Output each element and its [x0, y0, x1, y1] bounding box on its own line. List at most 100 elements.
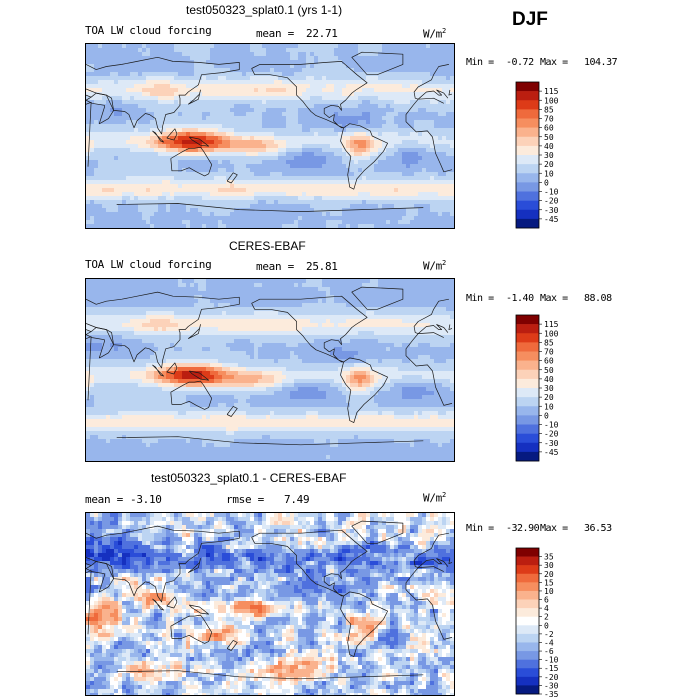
colorbar-box	[516, 218, 539, 229]
panel1-colorbar: 115 100 85 70 60 50 40 30 20 10 0 -10 -20 -30 -45	[515, 81, 576, 229]
colorbar-box	[516, 324, 539, 334]
panel2-max-label: Max =	[540, 293, 568, 304]
colorbar-box	[516, 633, 539, 643]
panel3-map	[85, 512, 455, 696]
panel1-max-value: 104.37	[584, 57, 618, 68]
colorbar-box	[516, 397, 539, 407]
colorbar-tick-label: 0	[544, 621, 549, 630]
colorbar-box	[516, 573, 539, 583]
colorbar-box	[516, 127, 539, 138]
colorbar-tick-label: 70	[544, 115, 554, 124]
map-field-cells	[86, 279, 454, 461]
colorbar-tick-label: -45	[544, 215, 559, 224]
colorbar-tick-label: 10	[544, 587, 554, 596]
colorbar-box	[516, 599, 539, 609]
panel2-mean-value: 25.81	[306, 260, 338, 273]
colorbar-box	[516, 82, 539, 92]
colorbar-tick-label: 2	[544, 613, 549, 622]
colorbar-tick-label: 15	[544, 578, 554, 587]
season-label: DJF	[512, 9, 548, 30]
colorbar-box	[516, 642, 539, 652]
colorbar-tick-label: 100	[544, 329, 559, 338]
colorbar-tick-label: -30	[544, 681, 559, 690]
colorbar-tick-label: 30	[544, 384, 554, 393]
map-field-cells	[86, 513, 454, 695]
panel3-mean-label: mean =	[85, 493, 123, 506]
colorbar-box	[516, 100, 539, 110]
panel1-mean-value: 22.71	[306, 27, 338, 40]
colorbar-box	[516, 351, 539, 361]
colorbar-tick-label: 85	[544, 338, 554, 347]
panel2-min-label: Min =	[466, 293, 494, 304]
colorbar-box	[516, 548, 539, 557]
colorbar-box	[516, 209, 539, 220]
colorbar-tick-label: -35	[544, 690, 559, 699]
colorbar-box	[516, 415, 539, 425]
colorbar-tick-label: 4	[544, 604, 549, 613]
panel1-min-value: -0.72	[506, 57, 534, 68]
colorbar-tick-label: 100	[544, 96, 559, 105]
panel3-min-label: Min =	[466, 523, 494, 534]
colorbar-box	[516, 651, 539, 660]
panel3-mean-value: -3.10	[130, 493, 162, 506]
colorbar-box	[516, 676, 539, 686]
colorbar-tick-label: -2	[544, 630, 554, 639]
colorbar-tick-label: -20	[544, 430, 559, 439]
panel3-colorbar: 35 30 20 15 10 6 4 2 0 -2 -4 -6 -10 -15 -20 -30 -35	[515, 547, 576, 699]
colorbar-box	[516, 608, 539, 618]
panel1-unit: W/m2	[423, 27, 446, 41]
colorbar-box	[516, 685, 539, 695]
panel2-unit: W/m2	[423, 259, 446, 273]
panel2-mean-label: mean =	[256, 260, 294, 273]
colorbar-box	[516, 590, 539, 600]
colorbar-tick-label: -30	[544, 439, 559, 448]
colorbar-tick-label: 85	[544, 105, 554, 114]
map-field-cells	[86, 44, 454, 228]
colorbar-box	[516, 109, 539, 119]
colorbar-tick-label: -10	[544, 656, 559, 665]
colorbar-tick-label: 40	[544, 142, 554, 151]
colorbar-box	[516, 433, 539, 444]
colorbar-tick-label: 115	[544, 87, 559, 96]
colorbar-tick-label: 70	[544, 348, 554, 357]
colorbar-box	[516, 182, 539, 192]
panel3-min-value: -32.90	[506, 523, 540, 534]
colorbar-box	[516, 424, 539, 434]
colorbar-tick-label: -4	[544, 638, 554, 647]
panel1-max-label: Max =	[540, 57, 568, 68]
colorbar-box	[516, 442, 539, 453]
colorbar-tick-label: -45	[544, 448, 559, 457]
colorbar-tick-label: 20	[544, 570, 554, 579]
colorbar-box	[516, 565, 539, 575]
colorbar-box	[516, 191, 539, 201]
panel2-title: CERES-EBAF	[229, 239, 306, 253]
panel2-map	[85, 278, 455, 462]
colorbar-tick-label: -30	[544, 206, 559, 215]
colorbar-tick-label: 35	[544, 553, 554, 562]
panel1-title: test050323_splat0.1 (yrs 1-1)	[186, 3, 343, 17]
colorbar-box	[516, 145, 539, 156]
panel3-rmse-value: 7.49	[284, 493, 310, 506]
coastline-outlines	[86, 286, 453, 446]
colorbar-tick-label: 30	[544, 561, 554, 570]
colorbar-box	[516, 556, 539, 566]
colorbar-tick-label: 50	[544, 133, 554, 142]
colorbar-tick-label: 0	[544, 411, 549, 420]
colorbar-box	[516, 173, 539, 183]
panel1-mean-label: mean =	[256, 27, 294, 40]
panel3-unit: W/m2	[423, 491, 446, 505]
colorbar-tick-label: -20	[544, 673, 559, 682]
panel3-max-label: Max =	[540, 523, 568, 534]
colorbar-box	[516, 360, 539, 371]
panel1-map	[85, 43, 455, 229]
colorbar-tick-label: -10	[544, 188, 559, 197]
colorbar-tick-label: -20	[544, 197, 559, 206]
panel1-min-label: Min =	[466, 57, 494, 68]
colorbar-box	[516, 164, 539, 174]
colorbar-box	[516, 333, 539, 343]
colorbar-box	[516, 155, 539, 165]
colorbar-box	[516, 378, 539, 389]
panel2-colorbar: 115 100 85 70 60 50 40 30 20 10 0 -10 -20 -30 -45	[515, 314, 576, 462]
colorbar-box	[516, 200, 539, 211]
colorbar-tick-label: -6	[544, 647, 554, 656]
